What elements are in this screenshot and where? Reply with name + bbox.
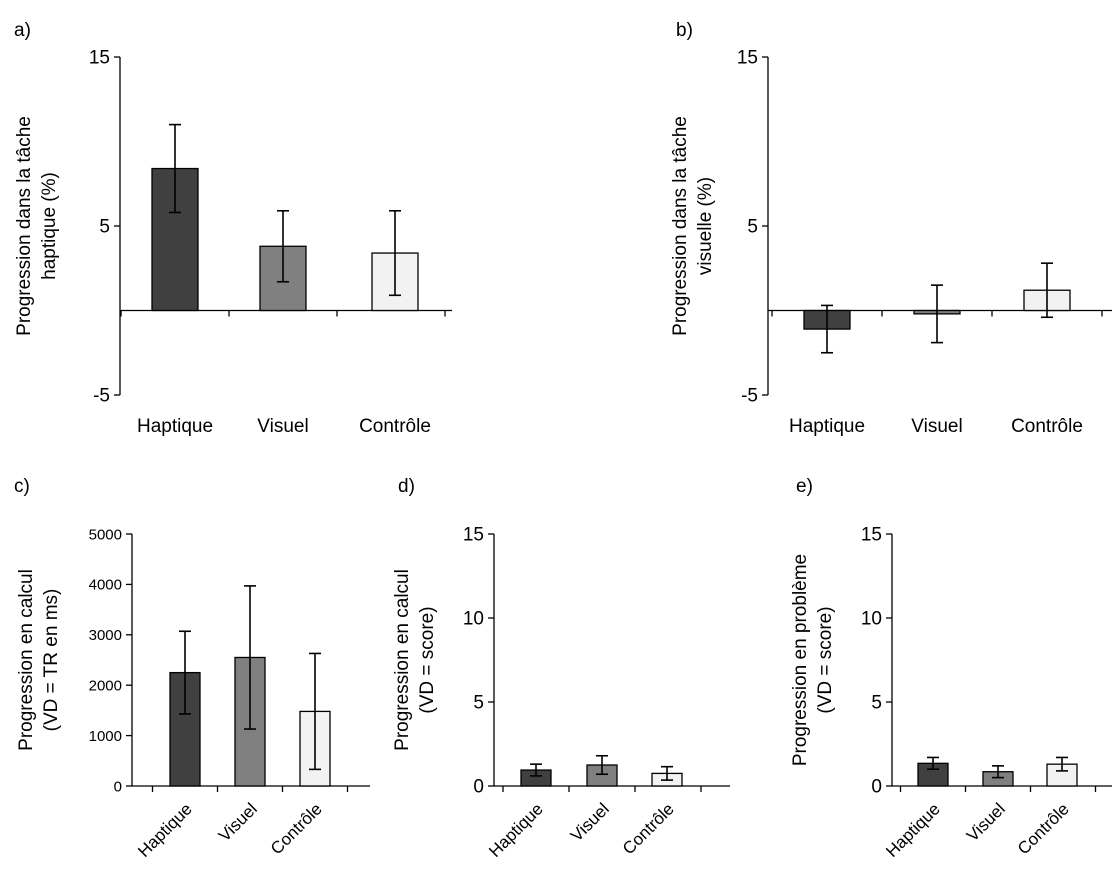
panel-label: a) [14, 20, 31, 41]
y-axis-label: Progression en problème [790, 554, 811, 766]
y-tick-label: 1000 [89, 728, 122, 745]
y-tick-label: 0 [473, 777, 484, 798]
y-tick-label: 10 [463, 609, 484, 630]
panel-label: c) [14, 476, 30, 497]
y-axis-label: (VD = score) [417, 606, 438, 713]
x-tick-label: Haptique [485, 799, 547, 861]
y-tick-label: 4000 [89, 577, 122, 594]
x-tick-label: Contrôle [619, 799, 678, 858]
x-tick-label: Visuel [257, 416, 308, 437]
y-tick-label: -5 [93, 386, 110, 407]
x-tick-label: Haptique [137, 416, 213, 437]
y-tick-label: 15 [463, 525, 484, 546]
y-tick-label: 15 [737, 48, 758, 69]
x-tick-label: Haptique [882, 799, 944, 861]
panel-label: d) [398, 476, 415, 497]
x-tick-label: Haptique [789, 416, 865, 437]
y-tick-label: 0 [114, 778, 122, 795]
panel-label: b) [676, 20, 693, 41]
x-tick-label: Contrôle [1011, 416, 1083, 437]
y-tick-label: 5 [871, 693, 882, 714]
y-axis-label: (VD = TR en ms) [41, 589, 62, 732]
y-tick-label: 5000 [89, 526, 122, 543]
y-axis-label: (VD = score) [815, 606, 836, 713]
y-tick-label: 5 [747, 217, 758, 238]
y-axis-label: Progression dans la tâche [670, 116, 691, 336]
y-tick-label: 15 [861, 525, 882, 546]
y-tick-label: 5 [473, 693, 484, 714]
x-tick-label: Haptique [134, 799, 196, 861]
y-axis-label: Progression en calcul [392, 569, 413, 751]
chart-panel-3: c) 0 1000 2000 3000 4000 5000 Haptique Visuel Con… [14, 476, 370, 861]
x-tick-label: Visuel [215, 799, 261, 845]
chart-panel-4: d) 0 5 10 15 Haptique Visuel Contrôle Progressio… [392, 476, 730, 861]
panel-label: e) [796, 476, 813, 497]
y-tick-label: 5 [99, 217, 110, 238]
chart-panel-2: b) -5 5 15 Haptique Visuel Contrôle Progression… [670, 20, 1112, 437]
y-axis-label: visuelle (%) [695, 177, 716, 275]
y-axis-label: haptique (%) [39, 172, 60, 280]
y-tick-label: -5 [741, 386, 758, 407]
x-tick-label: Contrôle [1014, 799, 1073, 858]
y-tick-label: 15 [89, 48, 110, 69]
chart-panel-1: a) -5 5 15 Haptique Visuel Contrôle Progression… [14, 20, 452, 437]
y-tick-label: 3000 [89, 627, 122, 644]
y-tick-label: 2000 [89, 677, 122, 694]
y-tick-label: 0 [871, 777, 882, 798]
y-tick-label: 10 [861, 609, 882, 630]
x-tick-label: Visuel [567, 799, 613, 845]
chart-panel-5: e) 0 5 10 15 Haptique Visuel Contrôle Progressio… [790, 476, 1112, 861]
x-tick-label: Contrôle [359, 416, 431, 437]
x-tick-label: Visuel [911, 416, 962, 437]
y-axis-label: Progression en calcul [16, 569, 37, 751]
y-axis-label: Progression dans la tâche [14, 116, 35, 336]
x-tick-label: Contrôle [267, 799, 326, 858]
x-tick-label: Visuel [963, 799, 1009, 845]
